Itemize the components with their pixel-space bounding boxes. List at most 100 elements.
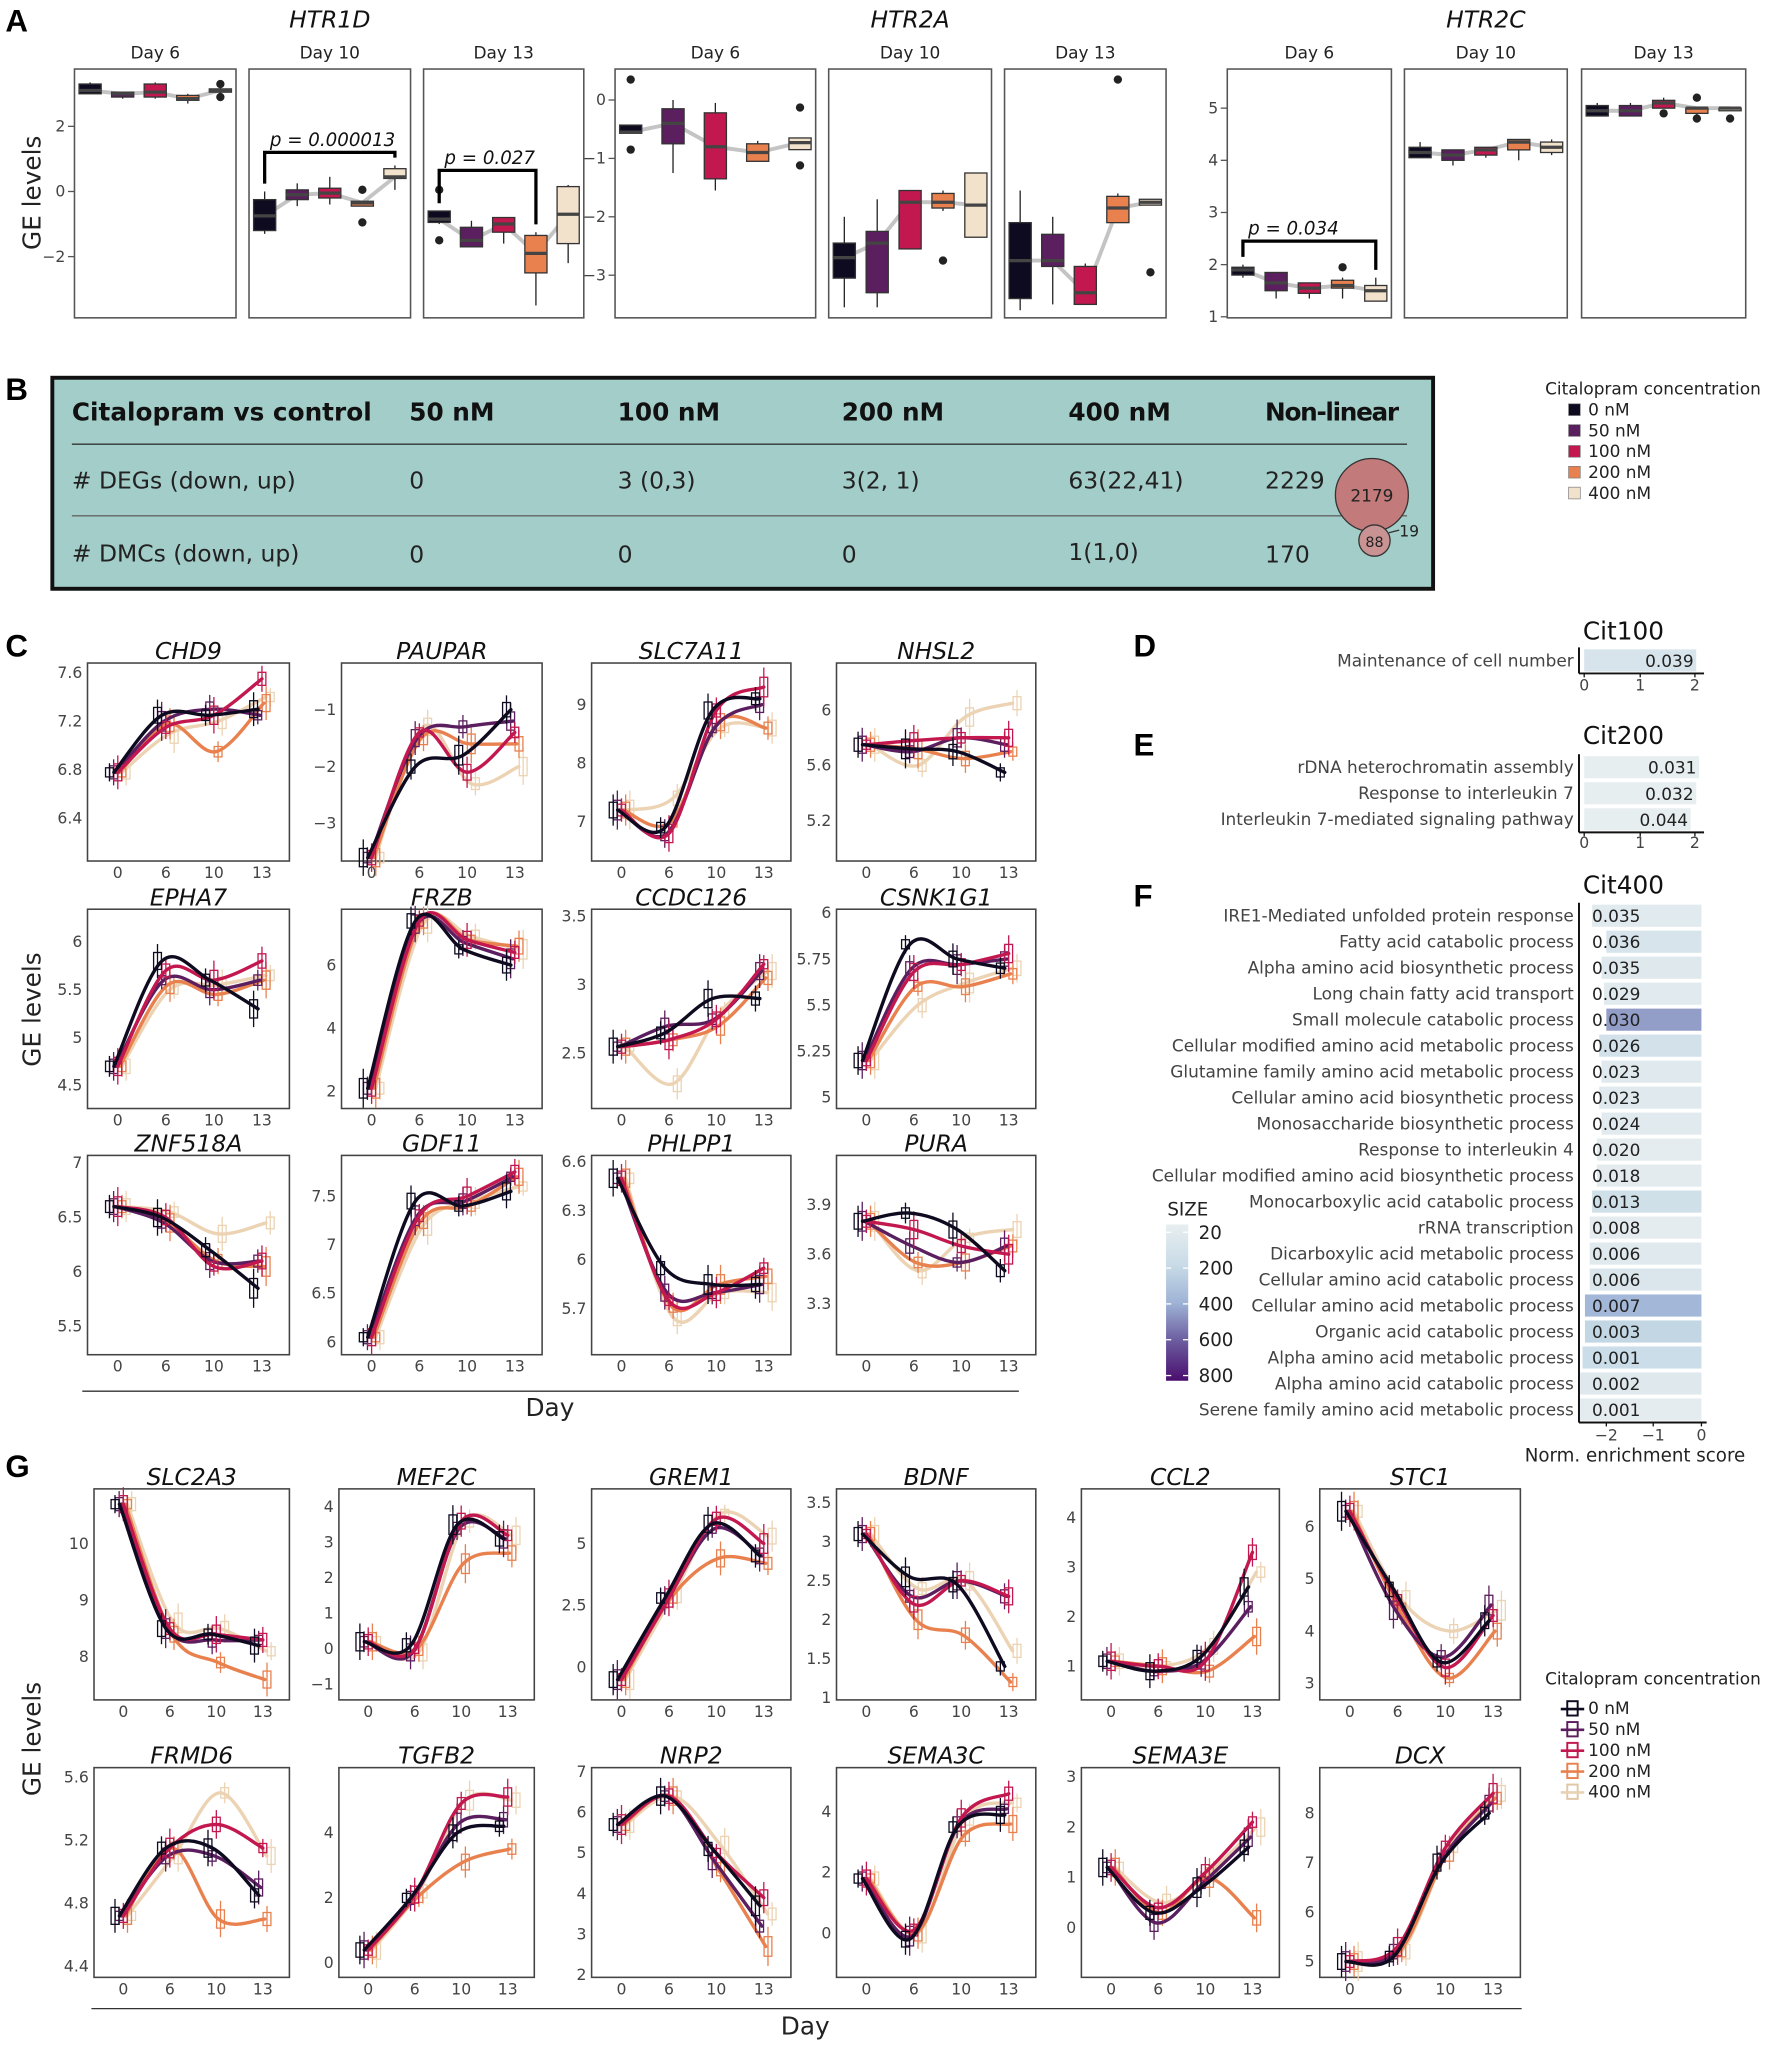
term-label: rDNA heterochromatin assembly: [1297, 757, 1573, 777]
padj-label: 0.035: [1592, 958, 1640, 978]
point-box: [711, 1011, 721, 1027]
significance-bracket: [263, 150, 397, 184]
y-tick-label: 3: [1208, 203, 1218, 222]
point-box: [161, 963, 171, 978]
enrichment-bar: [1589, 1242, 1702, 1265]
gene-title: FRZB: [411, 883, 473, 911]
outlier-point: [435, 236, 444, 245]
series-line-0-nm: [860, 1812, 1007, 1942]
legend-item-label: 400 nM: [1588, 483, 1651, 503]
series-line-0-nm: [860, 1532, 1007, 1669]
plot-frame: [340, 662, 543, 862]
x-tick-label: 13: [754, 1357, 774, 1376]
panel-label-b: B: [5, 372, 28, 407]
boxplot-group-htr2c: HTR2C 1 2 3 4 5 Day 6 p = 0.034 Day 10 Day 13: [1208, 5, 1747, 326]
x-tick-label: 6: [909, 1357, 919, 1376]
x-tick-label: 6: [1153, 1702, 1163, 1721]
y-tick-label: 5.5: [806, 995, 831, 1014]
table-header: 200 nM: [842, 398, 944, 427]
boxplot-group-htr2a: HTR2A −3 −2 −1 0 Day 6 Day 10 Day 13: [583, 5, 1167, 319]
x-tick-label: 13: [999, 1702, 1019, 1721]
series-line-0-nm: [860, 1211, 1007, 1273]
series-line-50-nm: [862, 736, 1009, 754]
line-plot-tgfb2: TGFB2 0 6 10 13 0 2 4: [324, 1742, 536, 1998]
point-box: [1247, 1816, 1258, 1828]
table-cell: 170: [1265, 541, 1310, 569]
point-box: [414, 727, 424, 738]
series-line-0-nm: [112, 1204, 260, 1290]
y-tick-label: 5: [576, 1843, 586, 1862]
series-line-100-nm: [369, 1170, 517, 1339]
line-plot-nrp2: NRP2 0 6 10 13 2 3 4 5 6 7: [576, 1742, 792, 1998]
x-tick-label: 10: [951, 1702, 971, 1721]
panel-label-e: E: [1133, 728, 1154, 763]
enrichment-bar: [1603, 982, 1702, 1005]
deg-summary-table: Citalopram vs control 50 nM 100 nM 200 n…: [50, 375, 1436, 591]
series-line-400-nm: [868, 966, 1015, 1063]
x-tick-label: 10: [204, 863, 224, 882]
series-line-0-nm: [1105, 1585, 1251, 1673]
y-tick-label: 5: [1305, 1952, 1315, 1971]
table-header: 50 nM: [409, 398, 494, 427]
y-tick-label: 5.7: [562, 1299, 587, 1318]
line-plot-pura: PURA 0 6 10 13 3.3 3.6 3.9: [806, 1130, 1037, 1376]
x-tick-label: 10: [706, 1110, 726, 1129]
y-tick-label: 4: [1208, 151, 1218, 170]
term-label: Cellular amino acid metabolic process: [1251, 1295, 1573, 1315]
term-label: Cellular amino acid catabolic process: [1259, 1269, 1574, 1289]
padj-label: 0.031: [1648, 758, 1696, 778]
chart-title: Cit200: [1583, 721, 1664, 750]
y-tick-label: 2.5: [562, 1596, 587, 1615]
line-plot-mef2c: MEF2C 0 6 10 13 −1 0 1 2 3 4: [311, 1463, 536, 1721]
x-tick-label: 13: [505, 863, 525, 882]
x-tick-label: 6: [414, 863, 424, 882]
panel-label-d: D: [1133, 629, 1156, 664]
facet-frame: [1226, 68, 1393, 319]
table-cell: 2229: [1265, 466, 1325, 494]
x-tick-label: −1: [1642, 1426, 1665, 1445]
series-line-0-nm: [615, 1521, 762, 1682]
p-value-label: p = 0.000013: [269, 130, 395, 151]
x-tick-label: 0: [861, 1979, 871, 1998]
y-tick-label: 6.3: [562, 1201, 587, 1220]
x-tick-label: 10: [206, 1979, 226, 1998]
gene-title: CCL2: [1150, 1463, 1211, 1491]
series-line-0-nm: [1344, 1811, 1491, 1967]
box-body: [1073, 265, 1098, 306]
outlier-point: [1146, 268, 1155, 277]
y-tick-label: 6: [72, 1262, 82, 1281]
y-tick-label: 4.4: [64, 1957, 89, 1976]
table-header: 400 nM: [1068, 398, 1170, 427]
x-tick-label: 10: [457, 1110, 477, 1129]
y-tick-label: −2: [583, 207, 606, 226]
x-tick-label: 1: [1635, 675, 1645, 694]
y-tick-label: 8: [576, 753, 586, 772]
y-tick-label: 3.6: [806, 1244, 831, 1263]
series-line-100-nm: [1109, 1550, 1255, 1673]
padj-label: 0.020: [1592, 1140, 1640, 1160]
series-line-0-nm: [112, 954, 260, 1069]
enrichment-bar: [1599, 1034, 1702, 1057]
x-tick-label: 10: [706, 1702, 726, 1721]
y-tick-label: 5.2: [806, 811, 831, 830]
enrichment-bar: [1606, 930, 1702, 953]
box-body: [661, 108, 685, 145]
y-tick-label: 6: [1305, 1902, 1315, 1921]
enrichment-bar: [1584, 756, 1700, 779]
x-tick-label: 6: [909, 863, 919, 882]
series-line-0-nm: [117, 1502, 261, 1648]
legend-item-label: 100 nM: [1588, 441, 1651, 461]
enrichment-bar: [1584, 649, 1697, 672]
point-box: [510, 1164, 520, 1180]
legend-item-label: 200 nM: [1588, 462, 1651, 482]
x-tick-label: 10: [706, 1357, 726, 1376]
y-tick-label: 6.6: [562, 1152, 587, 1171]
x-tick-label: 13: [253, 1979, 273, 1998]
size-legend-label: 800: [1199, 1366, 1234, 1387]
y-tick-label: 1: [1066, 1868, 1076, 1887]
gene-title: CCDC126: [635, 883, 747, 911]
enrichment-bar: [1601, 1060, 1702, 1083]
gene-title: PHLPP1: [647, 1130, 735, 1158]
x-tick-label: 13: [498, 1702, 518, 1721]
y-tick-label: 5.75: [796, 949, 831, 968]
